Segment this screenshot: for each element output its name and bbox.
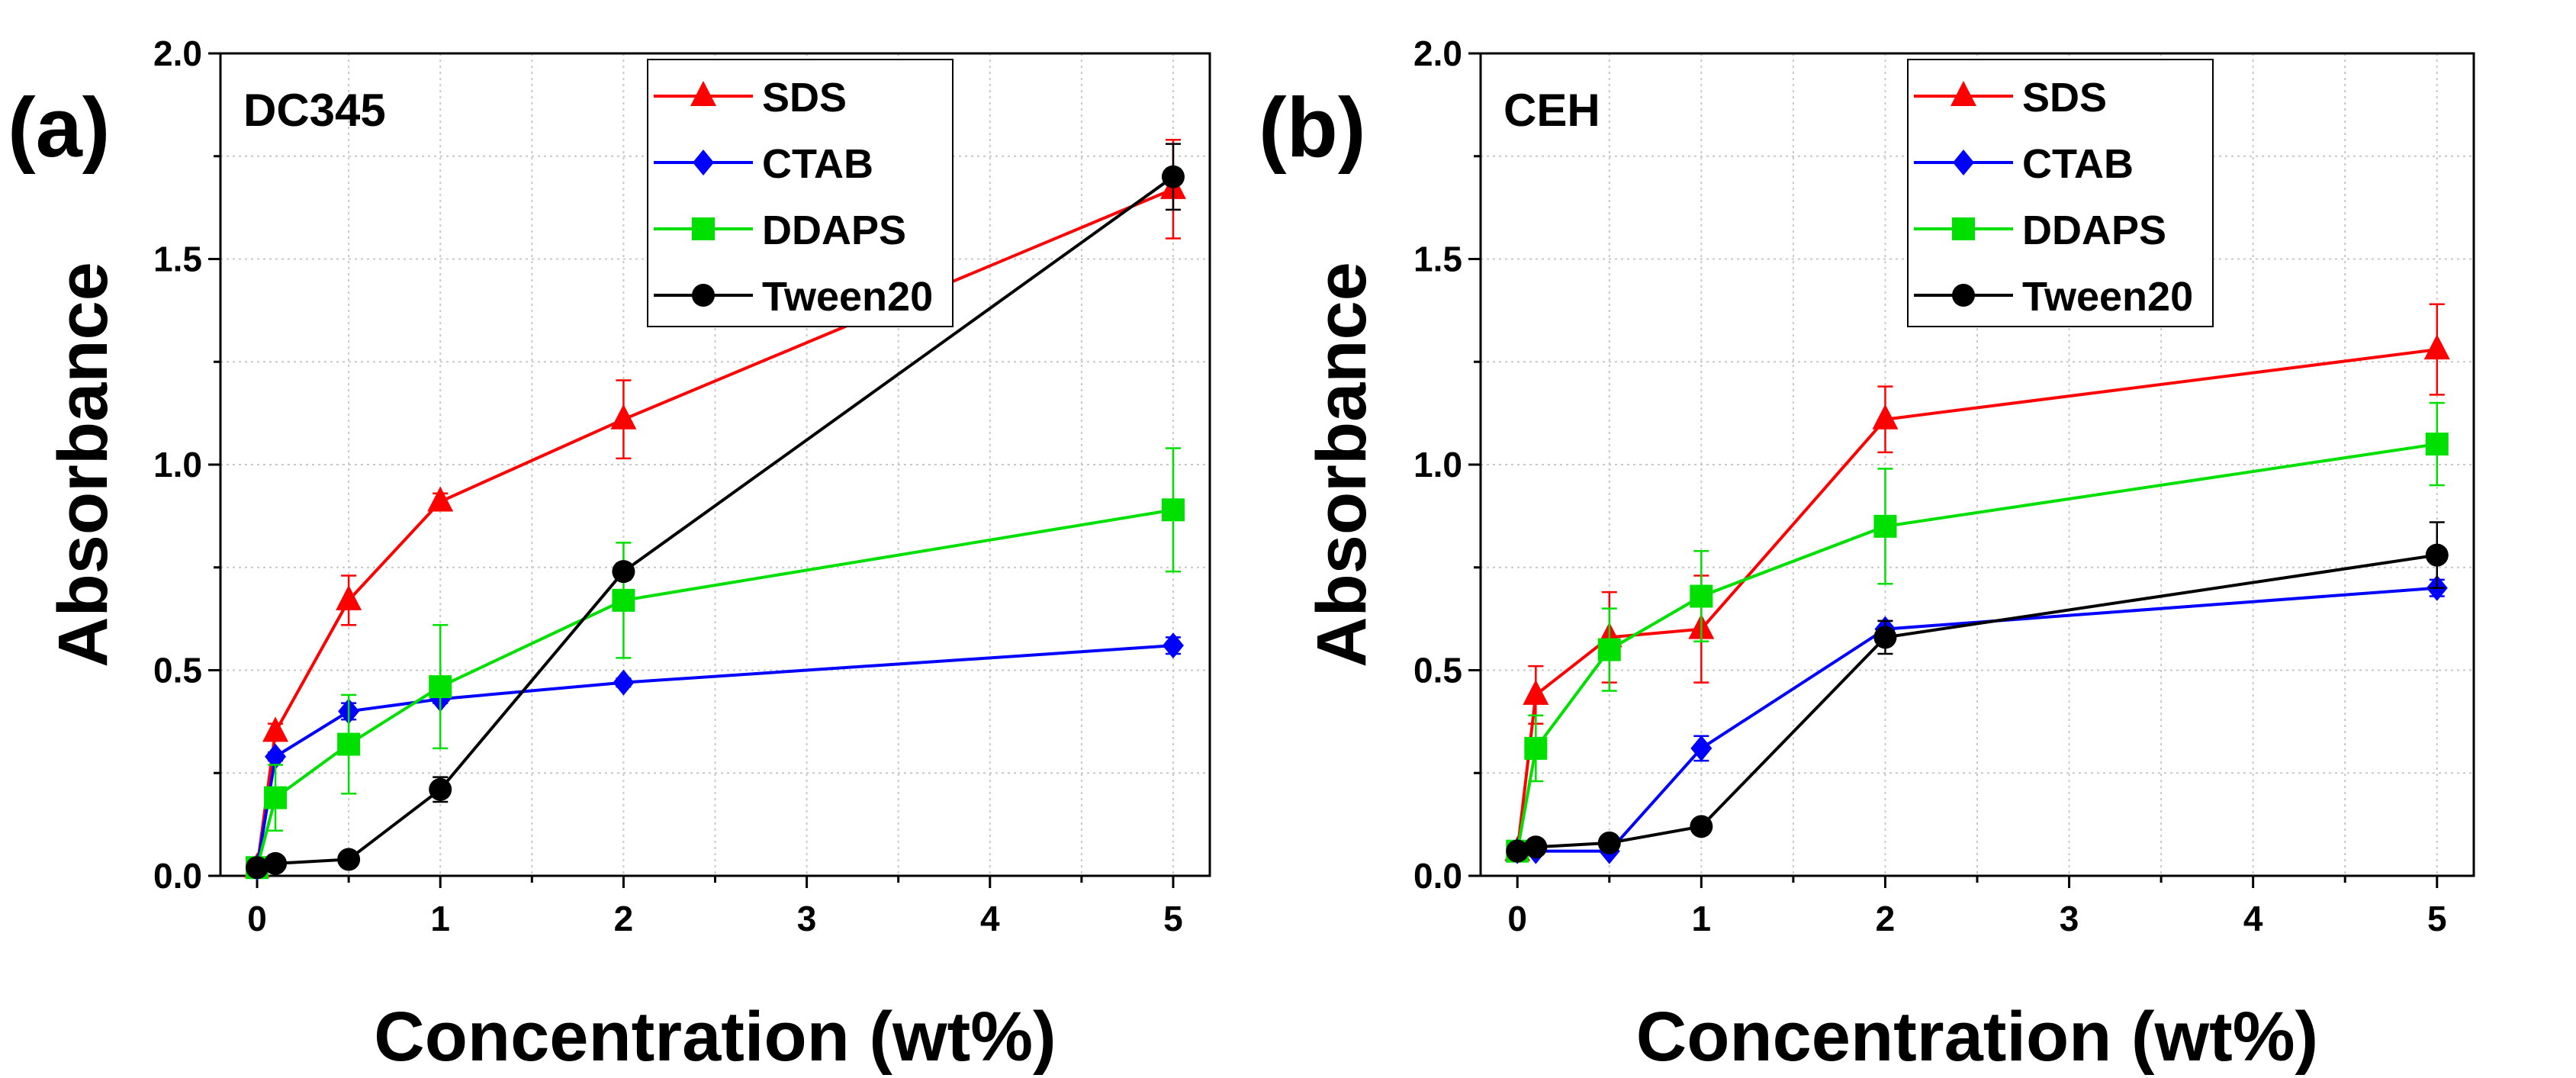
data-point [429, 675, 452, 699]
data-point [612, 560, 635, 584]
legend-label: Tween20 [2022, 274, 2193, 320]
x-tick-label: 3 [2060, 899, 2079, 938]
x-tick-label: 0 [247, 899, 267, 938]
legend-label: DDAPS [2022, 208, 2166, 253]
legend-marker [690, 81, 716, 106]
x-axis-label: Concentration (wt%) [1636, 998, 2318, 1076]
legend-label: SDS [762, 75, 847, 121]
data-point [610, 404, 637, 430]
y-axis-label: Absorbance [44, 262, 122, 668]
data-point [2425, 543, 2449, 567]
legend-marker [1952, 217, 1975, 240]
x-axis-label: Concentration (wt%) [374, 998, 1056, 1076]
y-tick-label: 1.5 [153, 240, 202, 279]
data-point [1597, 638, 1621, 661]
data-point [612, 588, 635, 612]
x-tick-label: 0 [1507, 899, 1527, 938]
data-point [1873, 626, 1897, 649]
chart-panel-a: 0 1 2 3 4 5 0.0 0.5 1.0 1.5 2.0 Concentration (wt%)… [8, 34, 1211, 1076]
data-point [2425, 433, 2449, 456]
y-tick-label: 0.5 [153, 651, 202, 690]
x-tick-label: 1 [430, 899, 450, 938]
data-point [1690, 735, 1713, 761]
data-point [1597, 831, 1621, 854]
x-tick-label: 3 [797, 899, 817, 938]
y-tick-label: 2.0 [1413, 34, 1462, 73]
legend-marker [692, 284, 715, 307]
data-point [246, 856, 269, 880]
data-point [265, 743, 287, 770]
data-point [1523, 679, 1549, 705]
y-axis-label: Absorbance [1303, 262, 1381, 668]
series-tween20 [246, 143, 1185, 880]
legend-label: CTAB [2022, 141, 2134, 187]
legend-marker [1953, 150, 1974, 175]
series-line [1516, 442, 2438, 852]
y-tick-label: 1.5 [1413, 240, 1462, 279]
x-tick-label: 2 [614, 899, 634, 938]
data-point [1162, 632, 1184, 659]
y-tick-label: 1.0 [1413, 445, 1462, 484]
data-point [1690, 815, 1713, 838]
chart-panel-b: 0 1 2 3 4 5 0.0 0.5 1.0 1.5 2.0 Concentration (wt%)… [1259, 34, 2475, 1076]
legend-marker [692, 217, 715, 240]
x-tick-label: 2 [1876, 899, 1896, 938]
data-point [1524, 835, 1548, 859]
data-point [1506, 839, 1529, 863]
data-point [1873, 514, 1897, 538]
legend-label: Tween20 [762, 274, 933, 320]
legend-label: CTAB [762, 141, 873, 187]
series-sds [1504, 303, 2450, 861]
data-point [262, 716, 289, 742]
y-tick-label: 0.0 [153, 856, 202, 896]
series-line [256, 644, 1174, 868]
data-point [2423, 334, 2450, 360]
legend: SDS CTAB DDAPS Tween20 [647, 59, 954, 327]
legend: SDS CTAB DDAPS Tween20 [1907, 59, 2214, 327]
data-point [337, 732, 361, 756]
legend-marker [693, 150, 714, 175]
sample-title: CEH [1503, 85, 1600, 136]
x-tick-label: 5 [2427, 899, 2447, 938]
data-point [1872, 404, 1899, 430]
y-tick-label: 1.0 [153, 445, 202, 484]
sample-title: DC345 [243, 85, 386, 136]
data-point [1161, 498, 1185, 522]
panel-label: (b) [1259, 81, 1365, 175]
legend-marker [1950, 81, 1976, 106]
y-tick-label: 0.5 [1413, 651, 1462, 690]
series-ddaps [1506, 401, 2449, 863]
data-point [427, 486, 454, 512]
y-tick-label: 2.0 [153, 34, 202, 73]
data-point [429, 777, 452, 801]
panel-label: (a) [8, 81, 110, 175]
data-point [1524, 736, 1548, 760]
x-tick-label: 4 [2243, 899, 2263, 938]
x-tick-label: 5 [1163, 899, 1183, 938]
data-point [337, 848, 361, 871]
data-point [613, 669, 635, 696]
x-tick-label: 4 [980, 899, 1000, 938]
data-point [264, 786, 288, 809]
y-tick-label: 0.0 [1413, 856, 1462, 896]
data-point [1690, 584, 1713, 608]
legend-marker [1952, 284, 1975, 307]
series-tween20 [1506, 521, 2449, 863]
x-tick-label: 1 [1692, 899, 1712, 938]
series-line [256, 508, 1174, 868]
series-line [1516, 348, 2438, 851]
data-point [336, 584, 362, 610]
data-point [264, 851, 288, 875]
data-point [1161, 165, 1185, 188]
legend-label: DDAPS [762, 208, 906, 253]
legend-label: SDS [2022, 75, 2107, 121]
